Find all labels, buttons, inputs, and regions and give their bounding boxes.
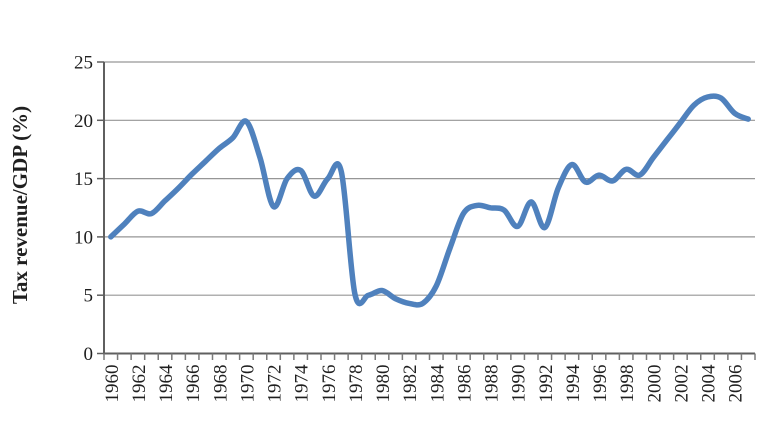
x-ticks (103, 353, 756, 360)
gridlines (104, 61, 755, 296)
x-tick-label: 1960 (102, 365, 123, 403)
x-tick-label: 1980 (373, 365, 394, 403)
x-tick-label: 2006 (726, 365, 747, 403)
x-tick-label: 1996 (590, 365, 611, 403)
y-tick-label: 20 (74, 111, 93, 132)
y-tick-label: 10 (74, 227, 93, 248)
x-tick-label: 2004 (699, 364, 720, 403)
x-tick-label: 1974 (292, 364, 313, 403)
x-tick-label: 1968 (210, 365, 231, 403)
x-tick-label: 1964 (156, 364, 177, 403)
y-tick-label: 0 (84, 344, 94, 365)
x-tick-label: 1972 (265, 365, 286, 403)
x-tick-label: 1966 (183, 365, 204, 403)
x-tick-label: 2000 (644, 365, 665, 403)
series-line (108, 93, 751, 308)
x-tick-label: 1976 (319, 365, 340, 403)
y-tick-label: 5 (84, 286, 94, 307)
y-tick-label: 15 (74, 169, 93, 190)
x-tick-label: 1994 (563, 364, 584, 403)
y-tick-labels: 0 5 10 15 20 25 (74, 53, 93, 366)
x-tick-label: 1982 (400, 365, 421, 403)
y-axis-title: Tax revenue/GDP (%) (8, 106, 32, 304)
x-tick-label: 1984 (427, 364, 448, 403)
x-tick-label: 1970 (237, 365, 258, 403)
x-tick-label: 1992 (536, 365, 557, 403)
x-tick-label: 1986 (454, 365, 475, 403)
x-tick-label: 1998 (617, 365, 638, 403)
x-tick-label: 1988 (482, 365, 503, 403)
y-tick-label: 25 (74, 53, 93, 74)
x-tick-label: 2002 (671, 365, 692, 403)
x-tick-label: 1962 (129, 365, 150, 403)
x-tick-labels: 1960 1962 1964 1966 1968 1970 1972 1974 1976 1978… (102, 364, 747, 403)
y-ticks (97, 61, 104, 355)
x-tick-label: 1990 (509, 365, 530, 403)
x-tick-label: 1978 (346, 365, 367, 403)
